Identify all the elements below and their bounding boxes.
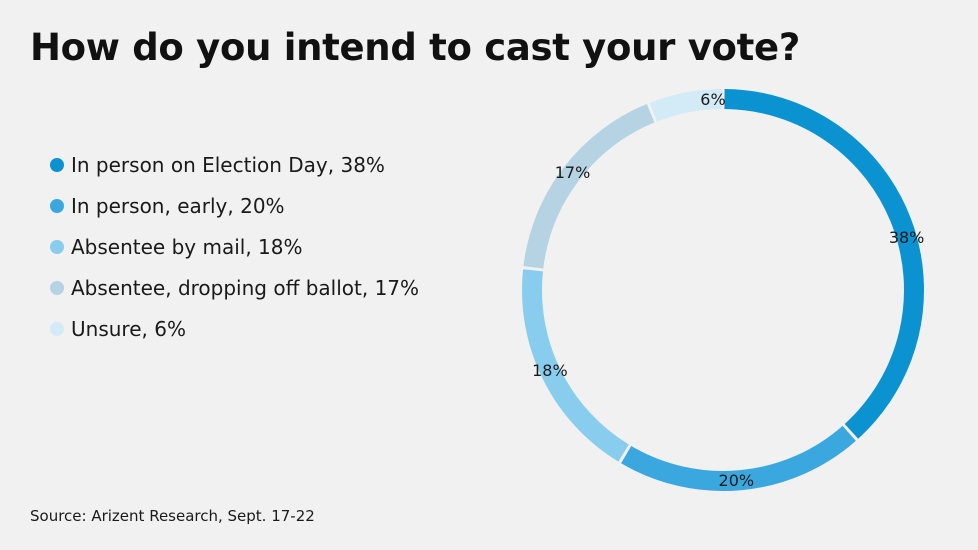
donut-slice-unsure	[649, 89, 722, 122]
chart-title: How do you intend to cast your vote?	[30, 26, 800, 69]
legend-item-election-day: In person on Election Day, 38%	[50, 144, 419, 185]
donut-slice-election-day	[724, 89, 924, 439]
legend-swatch-absentee-dropoff	[50, 280, 64, 295]
legend-label-absentee-mail: Absentee by mail, 18%	[71, 234, 303, 259]
legend-swatch-election-day	[50, 157, 64, 172]
slice-label-election-day: 38%	[889, 228, 925, 247]
legend-item-unsure: Unsure, 6%	[50, 308, 419, 349]
legend-swatch-absentee-mail	[50, 239, 64, 254]
legend-item-absentee-mail: Absentee by mail, 18%	[50, 226, 419, 267]
legend-label-unsure: Unsure, 6%	[71, 316, 186, 341]
slice-label-early: 20%	[719, 471, 755, 490]
slice-label-absentee-dropoff: 17%	[555, 163, 591, 182]
legend-label-absentee-dropoff: Absentee, dropping off ballot, 17%	[71, 275, 420, 300]
donut-slice-absentee-mail	[522, 269, 629, 462]
legend-swatch-unsure	[50, 321, 64, 336]
legend-label-early: In person, early, 20%	[71, 193, 285, 218]
legend-swatch-early	[50, 198, 64, 213]
source-note: Source: Arizent Research, Sept. 17-22	[30, 507, 315, 525]
donut-slice-early	[621, 425, 856, 491]
legend: In person on Election Day, 38% In person…	[50, 144, 419, 349]
legend-item-early: In person, early, 20%	[50, 185, 419, 226]
legend-label-election-day: In person on Election Day, 38%	[71, 152, 385, 177]
donut-slice-absentee-dropoff	[523, 103, 655, 269]
legend-item-absentee-dropoff: Absentee, dropping off ballot, 17%	[50, 267, 419, 308]
slice-label-absentee-mail: 18%	[532, 361, 568, 380]
slice-label-unsure: 6%	[700, 90, 725, 109]
